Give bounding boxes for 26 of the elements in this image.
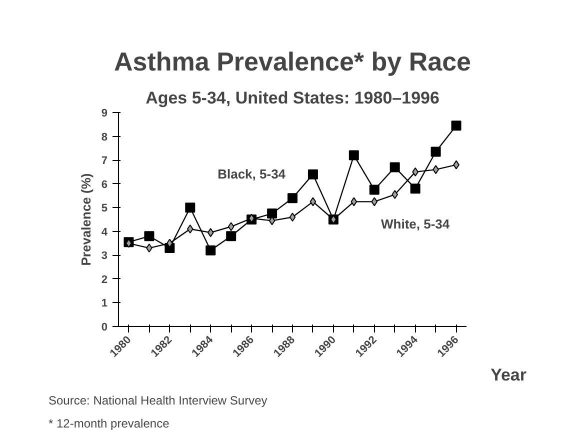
y-tick-label: 1 [101,298,108,310]
y-tick-label: 4 [101,226,108,238]
point [207,228,214,238]
chart-subtitle: Ages 5-34, United States: 1980–1996 [146,88,440,108]
source-note: Source: National Health Interview Survey [48,394,268,408]
point [310,197,316,206]
y-tick-label: 2 [101,274,108,286]
text: * 12-month prevalence [48,416,170,430]
y-tick-label: 5 [101,202,108,215]
point [350,197,358,206]
point [371,197,378,206]
y-tick-label: 7 [101,155,108,168]
series-label: Black, 5-34 [218,166,286,182]
point [392,190,398,200]
y-tick-label: 6 [101,178,108,191]
point [228,222,234,232]
point [289,212,296,222]
y-tick-label: 9 [101,108,108,120]
x-axis-title: Year [490,366,527,384]
y-tick-label: 8 [101,131,108,144]
y-tick-label: 0 [101,322,108,334]
point [186,224,194,234]
chart-title: Asthma Prevalence* by Race [114,46,471,76]
y-axis-title: Prevalence (%) [78,173,94,266]
y-tick-label: 3 [101,250,108,262]
series-label: White, 5-34 [381,216,450,232]
